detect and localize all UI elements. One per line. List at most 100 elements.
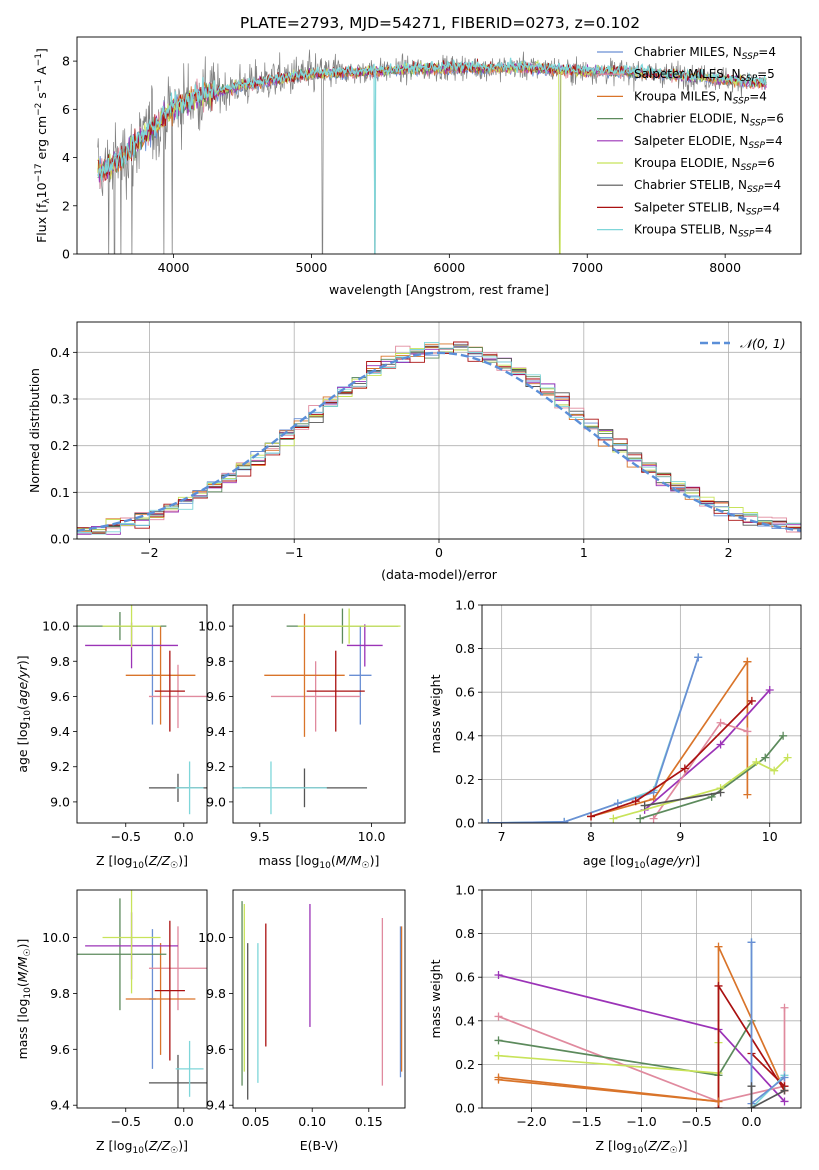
weight-marker	[560, 817, 569, 823]
plot-area	[77, 890, 207, 1108]
plot-area	[97, 49, 767, 254]
label-part: =5	[757, 67, 775, 81]
axes-frame	[76, 604, 208, 824]
x-axis-label: age [log10(age/yr)]	[583, 853, 700, 871]
weight-marker	[649, 814, 658, 823]
x-tick-label: 7	[498, 829, 506, 844]
y-tick-label: 2	[62, 198, 70, 213]
age-vs-mass-panel: 9.5 10.0 9.0 9.2 9.4 9.6 9.8 10.0 mass [log10(M/…	[198, 604, 406, 871]
axes-frame	[481, 604, 802, 824]
x-tick-label: 8	[587, 829, 595, 844]
weight-marker	[747, 696, 756, 705]
x-tick-label: −1.0	[626, 1114, 656, 1129]
y-tick-label: 9.2	[206, 759, 226, 774]
y-tick-label: 0.6	[455, 685, 475, 700]
weight-line	[590, 700, 753, 818]
weight-marker	[770, 766, 779, 775]
mass-vs-metallicity-panel: −0.5 0.09.49.69.810.0Z [log10(Z/Z☉)]mass …	[15, 889, 208, 1156]
y-tick-label: 0	[62, 247, 70, 262]
label-part: )]	[178, 1138, 188, 1153]
legend-label: Chabrier STELIB, NSSP=4	[634, 178, 781, 195]
legend-label: Salpeter STELIB, NSSP=4	[634, 200, 780, 217]
y-tick-label: 0.4	[455, 1013, 475, 1028]
label-part: =6	[766, 112, 784, 126]
label-part: =4	[764, 178, 782, 192]
y-tick-label: 9.4	[206, 1098, 226, 1113]
weight-marker	[780, 1086, 789, 1095]
y-tick-label: 0.2	[455, 772, 475, 787]
label-part: age/yr	[650, 853, 691, 868]
x-tick-label: 0.15	[355, 1114, 383, 1129]
x-tick-label: 0.0	[174, 829, 194, 844]
weight-line	[498, 1078, 719, 1103]
x-tick-label: 1	[580, 545, 588, 560]
y-tick-label: 0.4	[455, 728, 475, 743]
weight-vs-metallicity-panel: −2.0 −1.5 −1.0 −0.5 0.0 0.0 0.2 0.4 0.6 0.8 1.0 Z […	[428, 883, 802, 1156]
label-part: Salpeter ELODIE, N	[634, 134, 748, 148]
label-part: A	[34, 66, 49, 79]
y-tick-label: 0.3	[50, 392, 70, 407]
label-part: Z/Z	[148, 853, 171, 868]
weight-line	[750, 1086, 785, 1108]
label-part: SSP	[747, 185, 764, 195]
weight-marker	[494, 1051, 503, 1060]
model-spectrum	[97, 57, 767, 254]
x-tick-label: 0	[435, 545, 443, 560]
legend-label: Salpeter MILES, NSSP=5	[634, 67, 775, 84]
label-part: Z [log	[96, 853, 132, 868]
y-tick-label: 0.8	[455, 641, 475, 656]
y-tick-label: 6	[62, 102, 70, 117]
weight-marker	[783, 753, 792, 762]
weight-marker	[484, 819, 493, 823]
label-part: SSP	[741, 163, 758, 173]
weight-line	[590, 661, 749, 818]
weight-marker	[609, 814, 618, 823]
y-axis-label: Flux [fλ10−17 erg cm−2 s−1 A−1]	[34, 48, 52, 243]
label-part: age [log	[583, 853, 634, 868]
label-part: mass [log	[259, 853, 320, 868]
y-tick-label: 9.0	[206, 794, 226, 809]
y-tick-label: 9.6	[206, 1042, 226, 1057]
weight-marker	[752, 757, 761, 766]
label-part: Z/Z	[148, 1138, 171, 1153]
axes-frame	[232, 889, 406, 1109]
x-tick-label: −2.0	[516, 1114, 546, 1129]
label-part: Kroupa STELIB, N	[634, 223, 738, 237]
label-part: (	[144, 1138, 149, 1153]
label-part: M/M	[336, 853, 362, 868]
weight-marker	[747, 1082, 756, 1091]
label-part: Chabrier MILES, N	[634, 45, 742, 59]
weight-marker	[761, 753, 770, 762]
label-part: (	[15, 705, 30, 710]
mass-vs-ebv-panel: 0.05 0.10 0.15 9.4 9.6 9.8 10.0 E(B-V)	[198, 889, 406, 1153]
x-axis-label: (data-model)/error	[381, 567, 498, 582]
plot-area	[233, 608, 401, 815]
label-part: erg cm	[34, 116, 49, 164]
weight-marker	[680, 764, 689, 773]
y-tick-label: 0.6	[455, 970, 475, 985]
label-part: ☉	[23, 948, 33, 956]
weight-marker	[716, 718, 725, 727]
residual-histogram	[77, 341, 801, 534]
label-part: (	[331, 853, 336, 868]
weight-marker	[613, 799, 622, 808]
label-part: Salpeter MILES, N	[634, 67, 741, 81]
y-axis-label: age [log10(age/yr)]	[15, 655, 33, 772]
weight-marker	[743, 790, 752, 799]
y-tick-label: 9.8	[50, 986, 70, 1001]
y-tick-label: 10.0	[198, 619, 226, 634]
y-tick-label: 0.8	[455, 926, 475, 941]
y-tick-label: 0.2	[50, 438, 70, 453]
weight-marker	[780, 1003, 789, 1012]
weight-marker	[714, 1097, 723, 1106]
y-tick-label: 9.4	[50, 1098, 70, 1113]
label-part: Chabrier STELIB, N	[634, 178, 747, 192]
y-tick-label: 9.8	[50, 654, 70, 669]
label-part: =4	[758, 45, 776, 59]
weight-marker	[747, 1104, 756, 1108]
x-tick-label: 7000	[571, 260, 603, 275]
label-part: 10	[634, 861, 646, 871]
label-part: ☉	[362, 861, 370, 871]
y-tick-label: 10.0	[42, 930, 70, 945]
